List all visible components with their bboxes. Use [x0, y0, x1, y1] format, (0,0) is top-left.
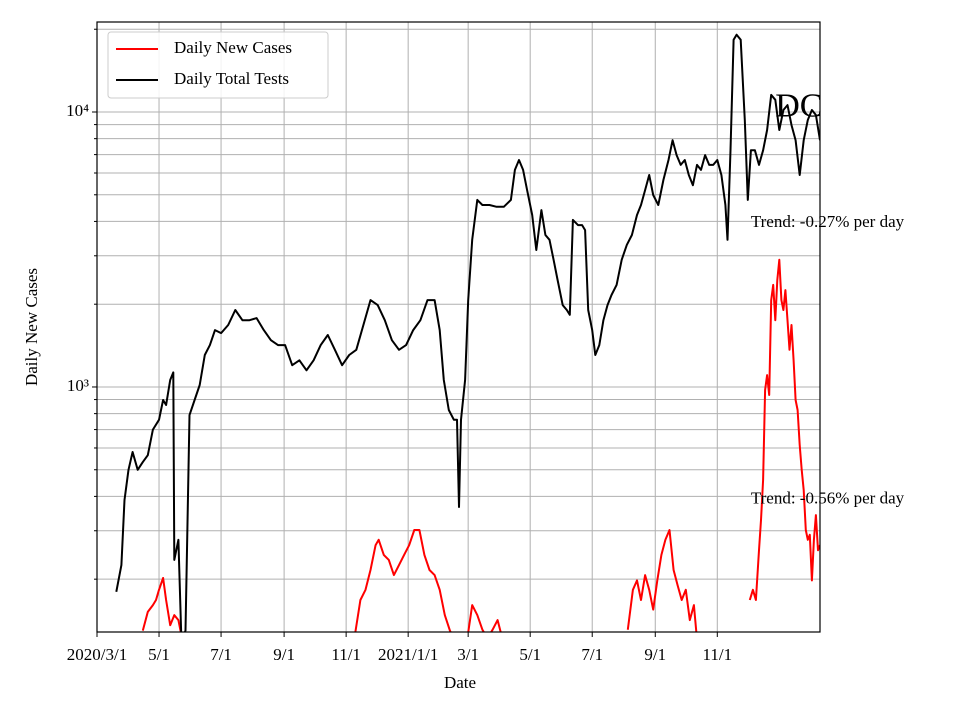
x-axis-label: Date: [444, 673, 476, 692]
legend-label: Daily Total Tests: [174, 69, 289, 88]
plot-frame: [96, 21, 821, 633]
data-line: [115, 33, 820, 632]
x-tick-label: 9/1: [644, 645, 666, 664]
x-tick-label: 2021/1/1: [378, 645, 438, 664]
annotation: DC: [775, 87, 822, 124]
x-tick-label: 2020/3/1: [67, 645, 127, 664]
y-tick-label: 10³: [67, 376, 89, 395]
y-tick-label: 10⁴: [66, 101, 89, 120]
x-tick-label: 3/1: [457, 645, 479, 664]
x-tick-label: 5/1: [148, 645, 170, 664]
annotation: Trend: -0.56% per day: [751, 488, 905, 507]
y-axis-label: Daily New Cases: [22, 268, 41, 386]
x-tick-label: 7/1: [210, 645, 232, 664]
legend-box: [107, 31, 329, 99]
x-tick-label: 9/1: [273, 645, 295, 664]
x-tick-label: 7/1: [581, 645, 603, 664]
x-tick-label: 11/1: [331, 645, 361, 664]
data-line: [141, 258, 820, 632]
legend-label: Daily New Cases: [174, 38, 292, 57]
x-tick-label: 5/1: [519, 645, 541, 664]
annotation: Trend: -0.27% per day: [751, 212, 905, 231]
x-tick-label: 11/1: [702, 645, 732, 664]
